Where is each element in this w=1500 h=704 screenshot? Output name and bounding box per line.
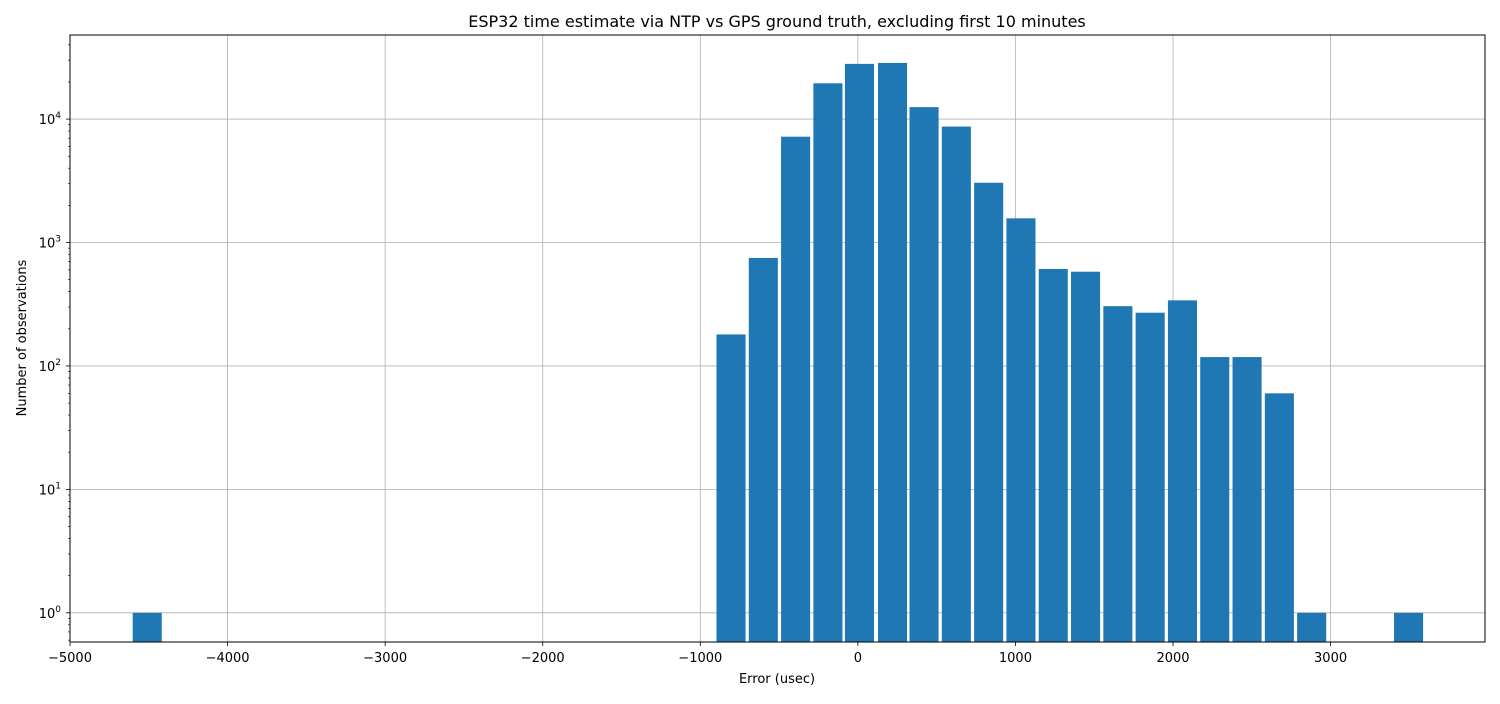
histogram-bar bbox=[974, 182, 1004, 642]
histogram-bar bbox=[1038, 269, 1068, 642]
y-axis-label: Number of observations bbox=[15, 259, 30, 416]
histogram-bar bbox=[1135, 312, 1165, 642]
x-tick-label: −2000 bbox=[521, 651, 565, 666]
x-axis-label: Error (usec) bbox=[739, 672, 815, 687]
histogram-bar bbox=[1167, 300, 1197, 642]
x-tick-label: −3000 bbox=[363, 651, 407, 666]
x-tick-label: 2000 bbox=[1156, 651, 1189, 666]
histogram-bars bbox=[132, 62, 1424, 643]
histogram-bar bbox=[1297, 612, 1327, 642]
x-tick-label: 1000 bbox=[999, 651, 1032, 666]
y-tick-label: 103 bbox=[39, 235, 61, 252]
plot-frame bbox=[69, 34, 1486, 643]
histogram-bar bbox=[1394, 612, 1424, 642]
x-tick-label: 0 bbox=[854, 651, 862, 666]
x-tick-label: −4000 bbox=[206, 651, 250, 666]
histogram-bar bbox=[941, 126, 971, 643]
x-tick-label: −1000 bbox=[678, 651, 722, 666]
histogram-bar bbox=[1103, 306, 1133, 642]
histogram-bar bbox=[1200, 357, 1230, 642]
y-tick-label: 101 bbox=[39, 481, 61, 498]
histogram-bar bbox=[132, 612, 162, 642]
histogram-bar bbox=[748, 257, 778, 642]
histogram-bar bbox=[813, 83, 843, 642]
x-tick-label: 3000 bbox=[1314, 651, 1347, 666]
histogram-bar bbox=[844, 63, 874, 642]
chart-title: ESP32 time estimate via NTP vs GPS groun… bbox=[468, 12, 1086, 31]
y-tick-label: 100 bbox=[39, 605, 62, 622]
histogram-bar bbox=[1006, 218, 1036, 643]
histogram-bar bbox=[781, 136, 811, 643]
histogram-bar bbox=[716, 334, 746, 642]
x-tick-label: −5000 bbox=[48, 651, 92, 666]
histogram-bar bbox=[909, 107, 939, 642]
y-tick-label: 104 bbox=[39, 111, 62, 128]
histogram-bar bbox=[877, 62, 908, 642]
axis-ticks: −5000 −4000 −3000 −2000 −1000 0 1000 2000 3000 10… bbox=[39, 44, 1347, 666]
histogram-bar bbox=[1071, 271, 1101, 642]
histogram-bar bbox=[1264, 393, 1294, 642]
y-tick-label: 102 bbox=[39, 358, 61, 375]
histogram-bar bbox=[1232, 357, 1262, 642]
